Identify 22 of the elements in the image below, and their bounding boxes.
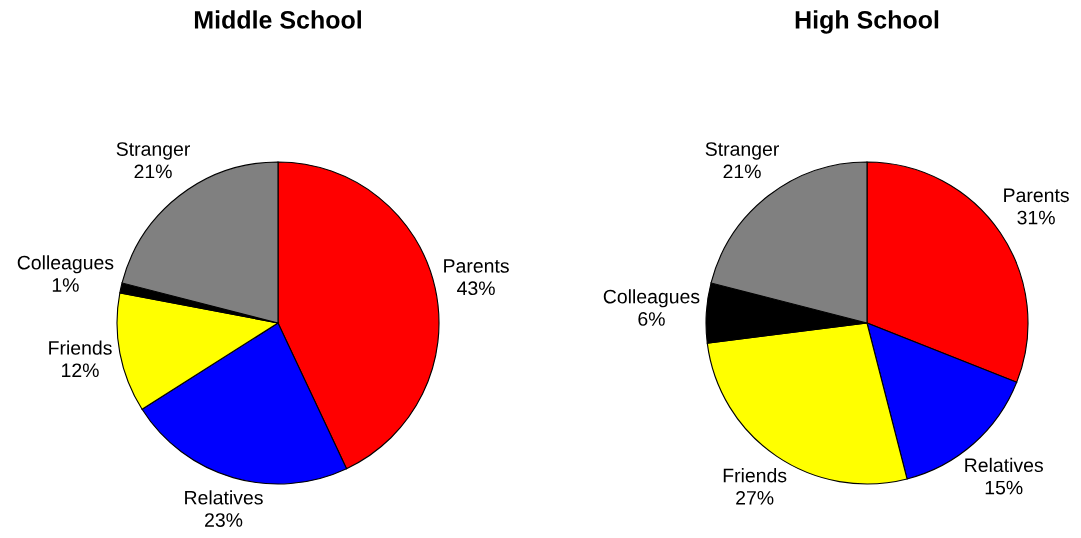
data-label: 31% <box>1017 210 1055 225</box>
slice-label: Friends <box>723 468 787 483</box>
slice-label: Parents <box>444 259 509 273</box>
slice-label: Stranger <box>705 142 779 160</box>
data-label: 1% <box>52 278 79 292</box>
data-label: 15% <box>985 480 1023 495</box>
chart-title: High School <box>795 10 939 34</box>
data-label: 6% <box>638 312 665 326</box>
data-label: 21% <box>723 164 761 179</box>
data-label: 23% <box>205 513 243 527</box>
slice-label: Colleagues <box>17 255 114 274</box>
data-label: 43% <box>457 281 495 296</box>
chart-title: Middle School <box>194 10 361 29</box>
slice-label: Parents <box>1004 188 1069 203</box>
slice-label: Relatives <box>185 490 263 505</box>
data-label: 21% <box>134 164 172 179</box>
slice-label: Friends <box>49 340 112 355</box>
data-label: 12% <box>62 363 99 378</box>
data-label: 27% <box>736 490 774 505</box>
slice-label: Stranger <box>116 142 190 160</box>
slice-label: Relatives <box>965 457 1043 473</box>
slice-label: Colleagues <box>603 289 700 308</box>
